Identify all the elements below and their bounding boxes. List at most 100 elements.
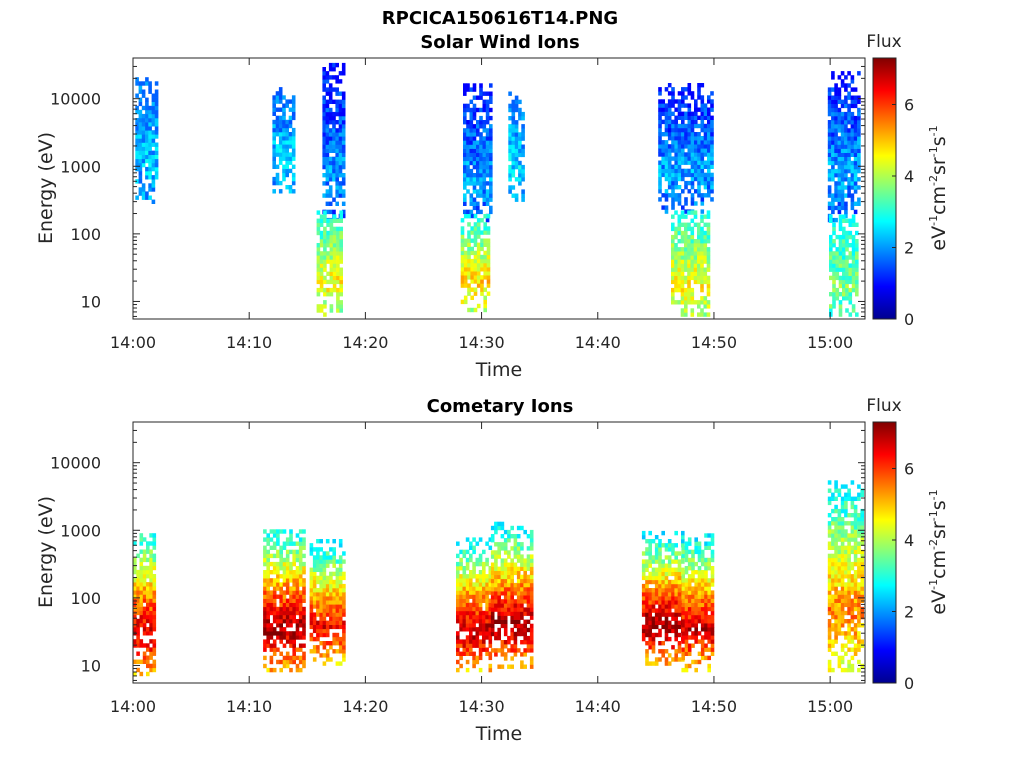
cometary-cell <box>338 604 343 609</box>
solar-wind-cell <box>684 247 688 252</box>
solar-wind-cell <box>148 138 152 143</box>
cometary-cell <box>827 598 832 603</box>
solar-wind-cell <box>135 118 139 123</box>
solar-wind-cell <box>278 119 283 125</box>
cometary-cell <box>459 663 463 669</box>
solar-wind-cell <box>853 132 858 137</box>
cometary-cell <box>338 596 343 601</box>
cometary-cell <box>456 619 460 624</box>
cometary-cell <box>136 574 140 579</box>
solar-wind-cell <box>138 122 143 127</box>
cometary-cell <box>707 647 711 652</box>
cometary-cell <box>844 635 848 640</box>
solar-wind-cell <box>482 181 487 186</box>
cometary-cell <box>302 537 306 542</box>
cometary-cell <box>475 610 480 616</box>
solar-wind-cell <box>479 91 483 96</box>
cometary-cell <box>490 538 495 543</box>
cometary-cell <box>707 557 711 563</box>
cometary-cell <box>844 619 848 624</box>
cometary-cell <box>322 661 327 666</box>
solar-wind-cell <box>326 279 330 285</box>
solar-wind-cell <box>703 103 708 108</box>
cometary-cell <box>133 627 137 632</box>
solar-wind-cell <box>697 279 701 285</box>
cometary-cell <box>494 542 498 547</box>
solar-wind-cell <box>328 209 333 215</box>
cometary-cell <box>529 578 534 584</box>
cometary-cell <box>687 594 692 599</box>
cometary-cell <box>654 555 659 560</box>
solar-wind-cell <box>332 259 337 264</box>
solar-wind-cell <box>827 103 832 109</box>
cometary-cell <box>282 619 287 624</box>
solar-wind-cell <box>323 300 327 305</box>
cometary-x-tick-label: 14:20 <box>342 697 388 716</box>
solar-wind-cell <box>844 128 848 133</box>
solar-wind-cell <box>671 279 675 285</box>
cometary-cell <box>860 488 864 493</box>
cometary-cell <box>681 535 685 540</box>
solar-wind-cell <box>845 247 849 252</box>
cometary-cell <box>146 557 150 563</box>
cometary-cell <box>342 604 346 609</box>
cometary-cell <box>850 521 855 526</box>
solar-wind-cell <box>480 254 484 260</box>
solar-wind-cell <box>485 132 490 137</box>
cometary-cell <box>827 529 832 534</box>
solar-wind-cell <box>687 103 692 108</box>
cometary-cell <box>697 557 702 563</box>
cometary-cell <box>276 619 280 624</box>
solar-wind-cell <box>485 103 490 109</box>
cometary-cell <box>526 582 531 588</box>
cometary-cell <box>266 557 270 563</box>
cometary-cell <box>664 563 669 568</box>
cometary-cell <box>329 592 333 597</box>
solar-wind-cell <box>141 162 146 168</box>
cometary-cell <box>136 659 140 664</box>
cometary-cell <box>667 588 672 593</box>
cometary-cell <box>510 525 514 531</box>
cometary-cell <box>674 604 678 609</box>
solar-wind-cell <box>677 164 682 169</box>
cometary-cell <box>329 620 333 625</box>
cometary-cell <box>456 574 460 579</box>
cometary-cell <box>319 612 323 617</box>
solar-wind-cell <box>850 120 855 125</box>
solar-wind-cell <box>834 205 838 211</box>
solar-wind-cell <box>285 99 289 104</box>
solar-wind-cell <box>476 254 481 260</box>
cometary-cell <box>526 599 531 604</box>
solar-wind-cell <box>840 144 845 149</box>
cometary-cell <box>710 635 715 640</box>
cometary-cell <box>700 610 705 616</box>
cometary-cell <box>462 586 467 591</box>
cometary-cell <box>700 553 705 559</box>
solar-wind-cell <box>664 193 669 198</box>
cometary-cell <box>142 651 147 656</box>
cometary-cell <box>664 567 669 572</box>
cometary-cell <box>529 570 534 576</box>
solar-wind-cell <box>460 271 465 276</box>
solar-wind-cell <box>844 115 848 121</box>
cometary-cell <box>674 583 678 589</box>
cometary-cell <box>285 561 290 567</box>
cometary-cell <box>645 624 649 630</box>
cometary-cell <box>523 627 527 633</box>
solar-wind-cell <box>272 111 276 116</box>
solar-wind-cell <box>145 158 149 164</box>
cometary-cell <box>850 566 855 571</box>
solar-wind-cell <box>680 296 685 301</box>
cometary-cell <box>677 612 682 617</box>
cometary-cell <box>674 543 678 548</box>
cometary-cell <box>831 545 835 550</box>
cometary-cell <box>860 561 864 567</box>
solar-wind-cell <box>835 255 840 260</box>
solar-wind-cell <box>671 99 675 104</box>
cometary-cell <box>694 667 698 673</box>
solar-wind-cell <box>472 185 477 190</box>
solar-wind-cell <box>335 75 339 80</box>
solar-wind-cell <box>667 119 672 125</box>
cometary-cell <box>263 594 267 599</box>
cometary-cell <box>837 590 842 595</box>
